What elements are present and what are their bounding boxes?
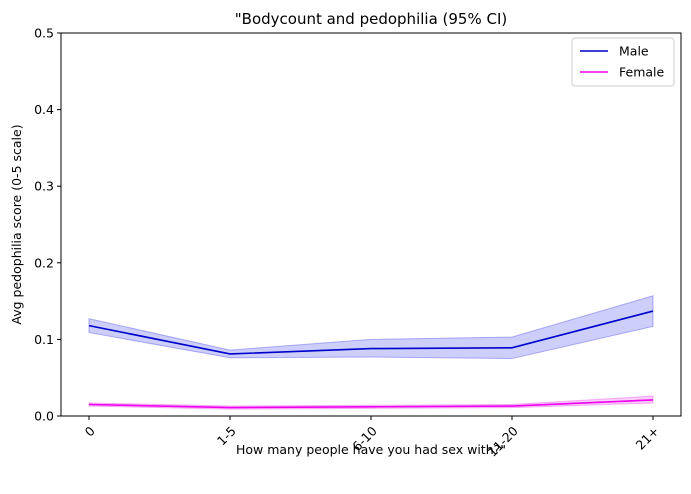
y-axis: 0.0 0.1 0.2 0.3 0.4 0.5 [34,26,61,424]
y-tick-label: 0.1 [34,332,54,347]
male-ci-band [88,295,654,360]
y-tick-label: 0.5 [34,26,54,41]
legend-label-male: Male [619,44,649,59]
y-tick-label: 0.2 [34,255,54,270]
x-tick-label: 0 [82,423,98,439]
y-axis-label: Avg pedophilia score (0-5 scale) [9,124,24,324]
legend-box [571,37,675,87]
y-tick-label: 0.0 [34,409,54,424]
series-lines [88,310,654,409]
legend: Male Female [571,37,675,87]
y-tick-label: 0.3 [34,179,54,194]
male-series-line [88,310,654,355]
y-tick-label: 0.4 [34,102,54,117]
x-axis-label: How many people have you had sex with?" [236,442,506,457]
legend-label-female: Female [619,65,665,80]
female-series-line [88,399,654,409]
confidence-bands [88,295,654,410]
plot-frame [60,32,682,417]
x-tick-label: 21+ [633,423,662,452]
chart-title: "Bodycount and pedophilia (95% CI) [235,10,508,28]
